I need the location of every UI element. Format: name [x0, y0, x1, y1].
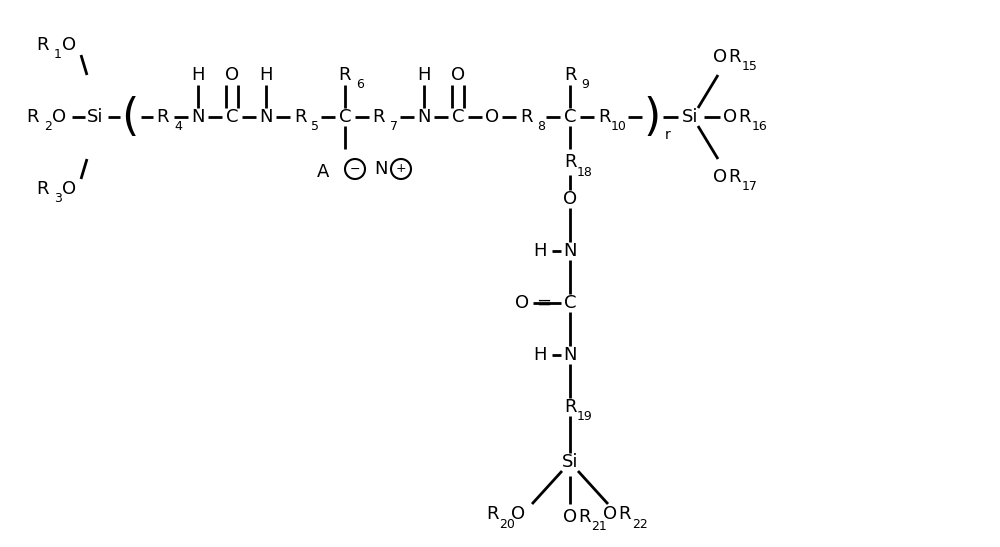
Text: 17: 17: [742, 181, 758, 194]
Text: +: +: [396, 162, 406, 176]
Text: Si: Si: [682, 108, 698, 126]
Text: O: O: [52, 108, 66, 126]
Text: O: O: [713, 168, 727, 186]
Text: H: H: [533, 242, 547, 260]
Text: R: R: [729, 48, 741, 66]
Text: A: A: [317, 163, 329, 181]
Text: 20: 20: [499, 517, 515, 531]
Text: 18: 18: [577, 166, 593, 178]
Text: 8: 8: [537, 120, 545, 133]
Text: 21: 21: [591, 521, 607, 533]
Text: (: (: [121, 96, 139, 138]
Text: O: O: [225, 66, 239, 84]
Text: O: O: [563, 508, 577, 526]
Text: R: R: [729, 168, 741, 186]
Text: N: N: [259, 108, 273, 126]
Text: 7: 7: [390, 120, 398, 133]
Text: O: O: [515, 294, 529, 312]
Text: N: N: [191, 108, 205, 126]
Text: C: C: [564, 294, 576, 312]
Text: 16: 16: [752, 120, 768, 133]
Text: O: O: [62, 36, 76, 54]
Text: 22: 22: [632, 517, 648, 531]
Text: O: O: [713, 48, 727, 66]
Text: Si: Si: [87, 108, 103, 126]
Text: R: R: [27, 108, 39, 126]
Text: O: O: [62, 180, 76, 198]
Text: R: R: [486, 505, 498, 523]
Text: r: r: [665, 128, 671, 142]
Text: R: R: [578, 508, 590, 526]
Text: R: R: [373, 108, 385, 126]
Text: ): ): [643, 96, 661, 138]
Text: N: N: [374, 160, 388, 178]
Text: O: O: [451, 66, 465, 84]
Text: C: C: [226, 108, 238, 126]
Text: R: R: [564, 398, 576, 416]
Text: R: R: [37, 36, 49, 54]
Text: R: R: [157, 108, 169, 126]
Text: 4: 4: [174, 120, 182, 133]
Text: H: H: [417, 66, 431, 84]
Text: 1: 1: [54, 49, 62, 61]
Text: O: O: [511, 505, 525, 523]
Text: Si: Si: [562, 453, 578, 471]
Text: R: R: [619, 505, 631, 523]
Text: R: R: [739, 108, 751, 126]
Text: O: O: [723, 108, 737, 126]
Text: 9: 9: [581, 79, 589, 91]
Text: C: C: [339, 108, 351, 126]
Text: R: R: [520, 108, 532, 126]
Text: R: R: [564, 66, 576, 84]
Text: C: C: [452, 108, 464, 126]
Text: H: H: [259, 66, 273, 84]
Text: C: C: [564, 108, 576, 126]
Text: R: R: [294, 108, 306, 126]
Text: 5: 5: [311, 120, 319, 133]
Text: N: N: [563, 242, 577, 260]
Text: H: H: [533, 346, 547, 364]
Text: O: O: [485, 108, 499, 126]
Text: R: R: [564, 153, 576, 171]
Text: 6: 6: [356, 79, 364, 91]
Text: H: H: [191, 66, 205, 84]
Text: N: N: [417, 108, 431, 126]
Text: N: N: [563, 346, 577, 364]
Text: 10: 10: [611, 120, 627, 133]
Text: 15: 15: [742, 61, 758, 73]
Text: R: R: [37, 180, 49, 198]
Text: 3: 3: [54, 193, 62, 206]
Text: R: R: [598, 108, 610, 126]
Text: −: −: [350, 162, 360, 176]
Text: 19: 19: [577, 410, 593, 423]
Text: 2: 2: [44, 120, 52, 133]
Text: O: O: [563, 190, 577, 208]
Text: R: R: [339, 66, 351, 84]
Text: O: O: [603, 505, 617, 523]
Text: =: =: [536, 294, 552, 312]
